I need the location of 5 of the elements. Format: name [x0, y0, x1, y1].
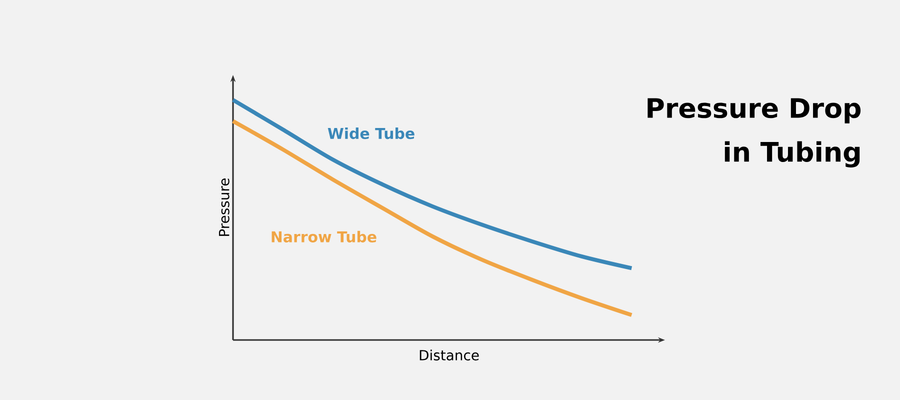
x-axis-title: Distance: [420, 350, 479, 360]
series-label: Narrow Tube: [272, 230, 376, 242]
series-label: Wide Tube: [328, 128, 414, 140]
text: Pressure Drop in Tubing: [648, 98, 861, 168]
y-axis-title: Pressure: [218, 178, 230, 236]
